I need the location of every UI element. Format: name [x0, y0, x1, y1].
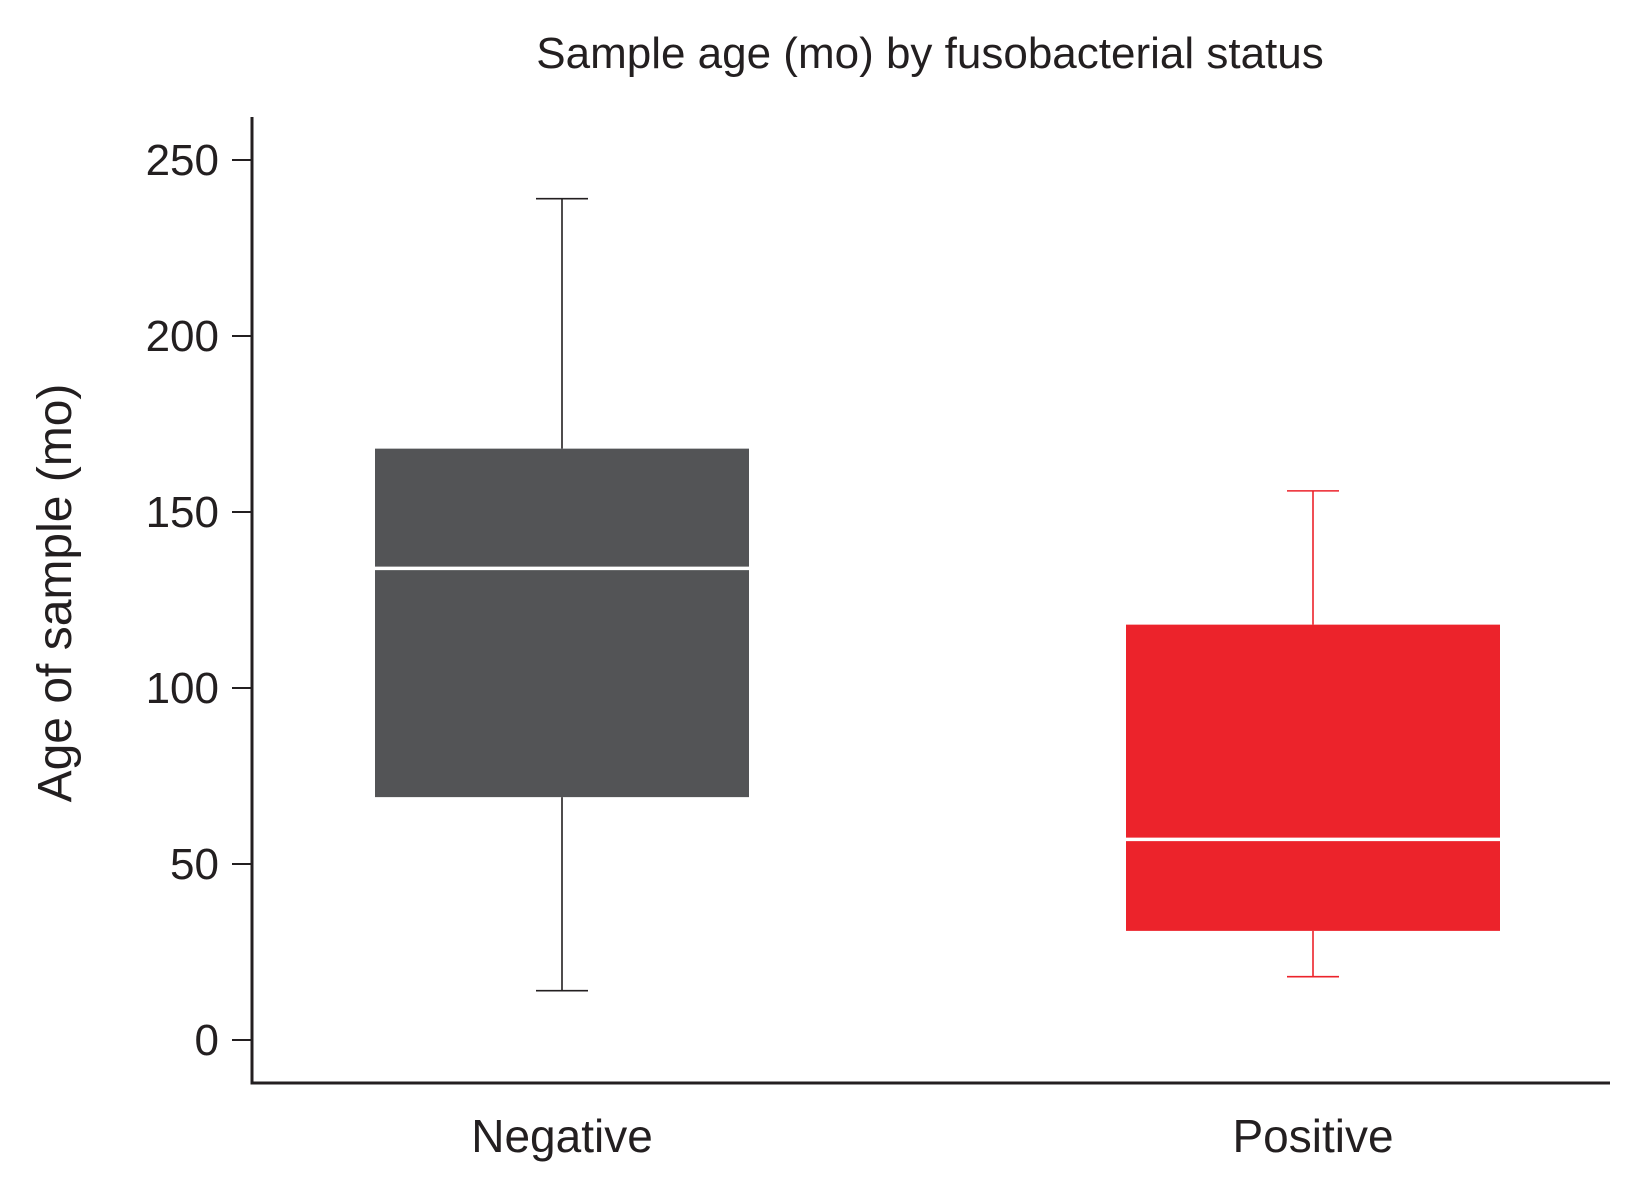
- x-tick-label: Positive: [1232, 1110, 1393, 1162]
- y-axis-label: Age of sample (mo): [29, 384, 82, 803]
- x-tick-label: Negative: [471, 1110, 653, 1162]
- iqr-box: [1126, 624, 1500, 931]
- box-negative: [375, 197, 749, 992]
- y-tick-label: 200: [146, 312, 219, 361]
- y-tick-label: 0: [195, 1016, 219, 1065]
- iqr-box: [375, 448, 749, 798]
- y-tick-label: 150: [146, 488, 219, 537]
- plot-area: 0 50 100 150 200 250 Negative Positive: [146, 117, 1610, 1162]
- y-axis-ticks: 0 50 100 150 200 250: [146, 136, 252, 1065]
- box-series: [375, 197, 1500, 992]
- y-tick-label: 100: [146, 664, 219, 713]
- plot-axes: [250, 117, 1610, 1085]
- x-axis-tick-labels: Negative Positive: [471, 1110, 1393, 1162]
- chart-title: Sample age (mo) by fusobacterial status: [536, 29, 1324, 78]
- y-tick-label: 50: [170, 840, 219, 889]
- box-positive: [1126, 490, 1500, 978]
- y-tick-label: 250: [146, 136, 219, 185]
